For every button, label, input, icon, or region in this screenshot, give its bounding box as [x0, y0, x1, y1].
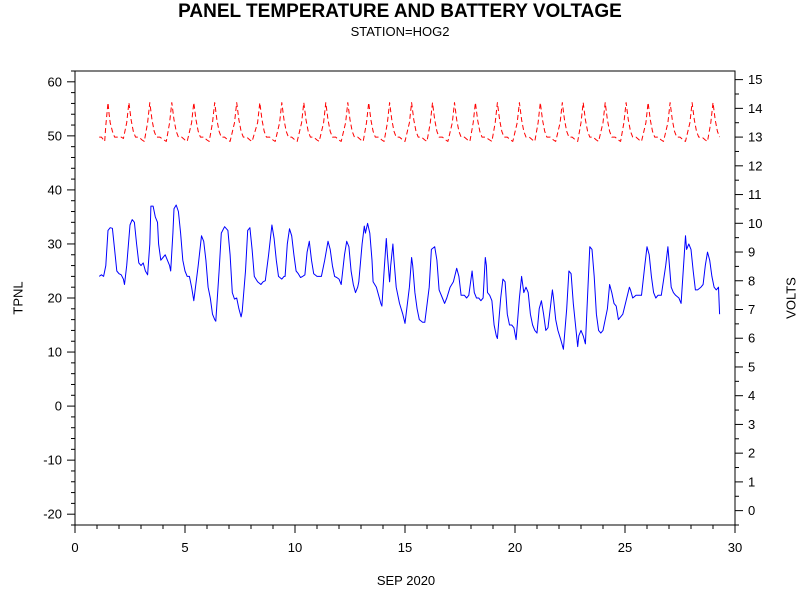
y-right-tick-label: 10: [748, 216, 762, 231]
y-left-tick-label: 60: [48, 74, 62, 89]
x-tick-label: 5: [181, 540, 188, 555]
y-left-tick-label: 20: [48, 291, 62, 306]
y-right-tick-label: 7: [748, 302, 755, 317]
plot-frame: [74, 70, 736, 526]
y-right-tick-label: 2: [748, 446, 755, 461]
y-right-tick-label: 1: [748, 474, 755, 489]
y-right-tick-label: 3: [748, 417, 755, 432]
y-left-tick-label: -20: [43, 507, 62, 522]
y-right-tick-label: 6: [748, 331, 755, 346]
x-axis-label: SEP 2020: [376, 573, 436, 588]
y-left-tick-label: 30: [48, 236, 62, 251]
chart-title: PANEL TEMPERATURE AND BATTERY VOLTAGE: [178, 1, 622, 22]
series-layer: [98, 102, 721, 350]
y-right-tick-label: 13: [748, 130, 762, 145]
x-axis: 0 5 10 15 20 25 30: [71, 525, 742, 555]
y-right-tick-label: 8: [748, 273, 755, 288]
y-left-tick-label: -10: [43, 453, 62, 468]
x-tick-label: 30: [728, 540, 742, 555]
series-line-tpnl: [98, 204, 721, 350]
y-axis-left: -20 -10 0 10 20 30 40 50 60: [43, 70, 75, 526]
x-tick-label: 10: [288, 540, 302, 555]
x-tick-label: 20: [508, 540, 522, 555]
y-left-tick-label: 0: [55, 399, 62, 414]
y-right-tick-label: 4: [748, 388, 755, 403]
x-tick-label: 0: [71, 540, 78, 555]
y-right-tick-label: 5: [748, 359, 755, 374]
y-left-tick-label: 10: [48, 345, 62, 360]
y-right-tick-label: 11: [748, 187, 762, 202]
y-right-tick-label: 15: [748, 72, 762, 87]
x-tick-label: 25: [618, 540, 632, 555]
y-left-tick-label: 40: [48, 182, 62, 197]
y-right-tick-label: 9: [748, 245, 755, 260]
y-left-tick-label: 50: [48, 128, 62, 143]
series-line-volts: [99, 102, 721, 142]
y-right-tick-label: 0: [748, 503, 755, 518]
x-tick-label: 15: [398, 540, 412, 555]
y-right-tick-label: 12: [748, 158, 762, 173]
chart-subtitle: STATION=HOG2: [350, 24, 450, 39]
y-right-tick-label: 14: [748, 101, 762, 116]
